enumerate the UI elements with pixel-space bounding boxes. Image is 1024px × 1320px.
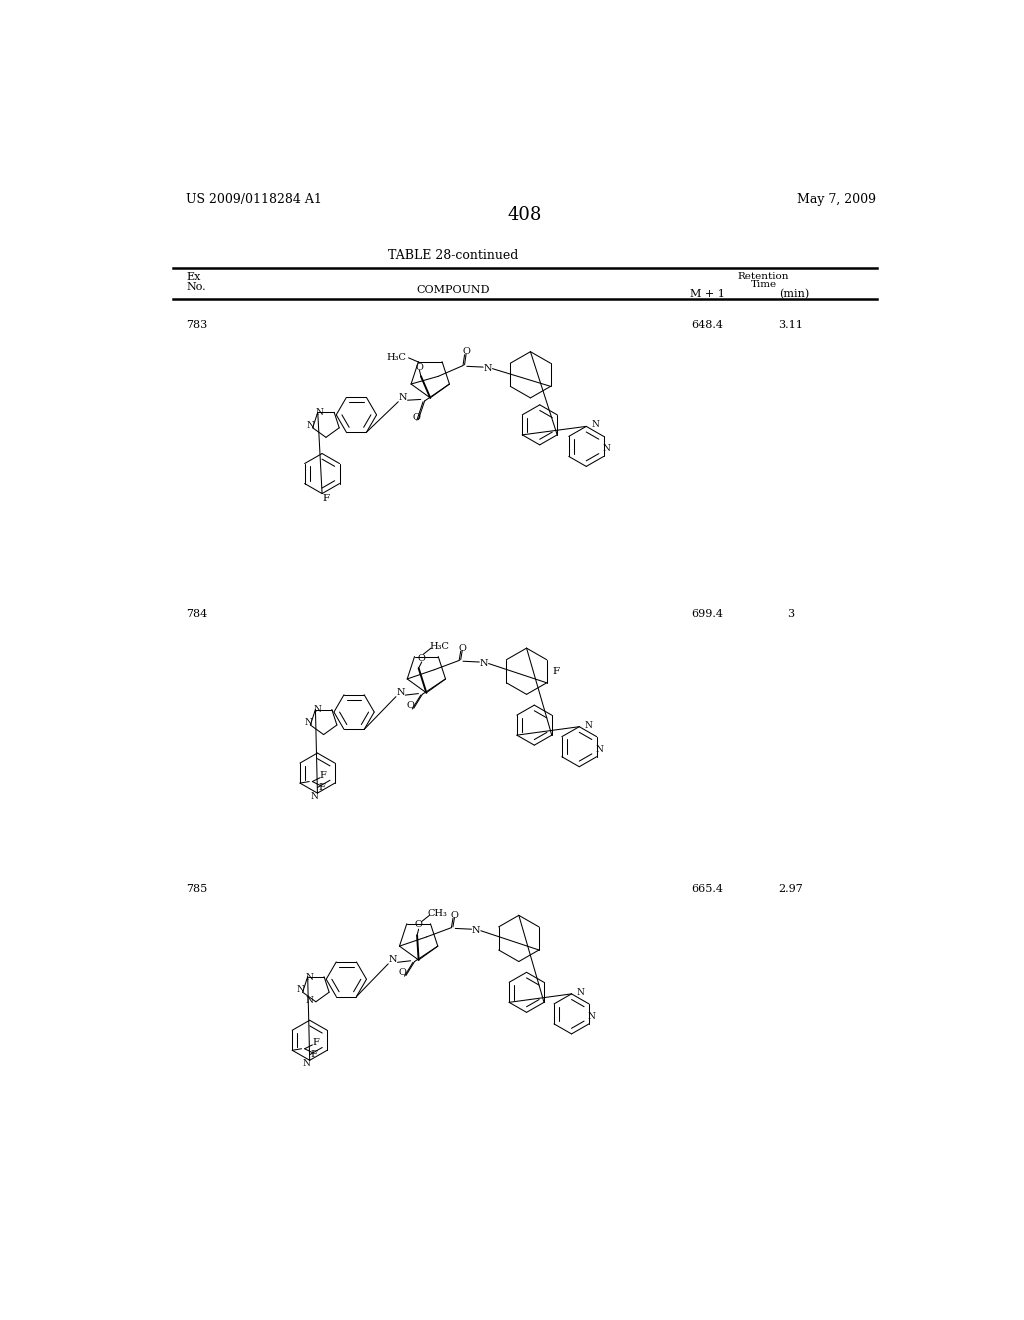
Text: 784: 784 [186, 609, 208, 619]
Text: O: O [462, 347, 470, 356]
Text: N: N [296, 985, 304, 994]
Text: (min): (min) [779, 289, 810, 300]
Text: N: N [398, 393, 408, 403]
Text: N: N [315, 408, 324, 417]
Text: 2.97: 2.97 [778, 884, 803, 894]
Text: N: N [479, 659, 488, 668]
Text: O: O [416, 363, 423, 371]
Text: 3.11: 3.11 [778, 321, 803, 330]
Text: O: O [418, 653, 426, 663]
Text: O: O [415, 920, 423, 929]
Text: COMPOUND: COMPOUND [417, 285, 490, 294]
Text: Time: Time [751, 280, 776, 289]
Text: 408: 408 [508, 206, 542, 224]
Text: N: N [596, 744, 603, 754]
Text: May 7, 2009: May 7, 2009 [797, 193, 876, 206]
Text: N: N [577, 987, 585, 997]
Text: N: N [304, 718, 312, 727]
Text: N: N [306, 973, 313, 982]
Text: O: O [459, 644, 466, 652]
Text: H₃C: H₃C [429, 642, 450, 651]
Text: 785: 785 [186, 884, 208, 894]
Text: F: F [312, 1038, 318, 1047]
Text: F: F [318, 783, 325, 792]
Text: 665.4: 665.4 [691, 884, 724, 894]
Text: 783: 783 [186, 321, 208, 330]
Text: N: N [306, 995, 313, 1005]
Text: 699.4: 699.4 [691, 609, 724, 619]
Text: O: O [407, 701, 415, 710]
Text: F: F [323, 495, 330, 503]
Text: CH₃: CH₃ [428, 909, 447, 919]
Text: N: N [602, 445, 610, 453]
Text: H₃C: H₃C [386, 354, 407, 362]
Text: N: N [388, 956, 397, 965]
Text: M + 1: M + 1 [690, 289, 725, 300]
Text: Retention: Retention [737, 272, 790, 281]
Text: N: N [472, 927, 480, 936]
Text: No.: No. [186, 281, 206, 292]
Text: N: N [313, 705, 322, 714]
Text: Ex: Ex [186, 272, 201, 282]
Text: 3: 3 [787, 609, 795, 619]
Text: N: N [306, 421, 314, 429]
Text: N: N [483, 364, 493, 374]
Text: N: N [303, 1059, 310, 1068]
Text: N: N [310, 792, 318, 801]
Text: O: O [413, 413, 421, 422]
Text: 648.4: 648.4 [691, 321, 724, 330]
Text: O: O [399, 968, 407, 977]
Text: O: O [451, 911, 459, 920]
Text: US 2009/0118284 A1: US 2009/0118284 A1 [186, 193, 322, 206]
Text: N: N [588, 1011, 596, 1020]
Text: F: F [553, 667, 559, 676]
Text: TABLE 28-continued: TABLE 28-continued [388, 249, 519, 263]
Text: N: N [585, 721, 593, 730]
Text: N: N [592, 420, 599, 429]
Text: N: N [396, 688, 404, 697]
Text: F: F [310, 1051, 317, 1060]
Text: F: F [319, 771, 327, 780]
